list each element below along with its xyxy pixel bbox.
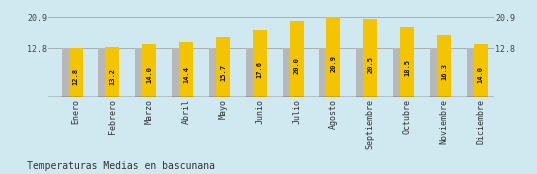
Bar <box>172 48 186 97</box>
Text: 17.6: 17.6 <box>257 61 263 78</box>
Bar <box>467 48 481 97</box>
Text: 20.9: 20.9 <box>330 55 337 72</box>
Bar <box>69 48 83 97</box>
Text: 14.4: 14.4 <box>183 66 189 83</box>
Text: 20.5: 20.5 <box>367 56 373 73</box>
Bar <box>179 42 193 97</box>
Bar <box>216 37 230 97</box>
Bar <box>289 21 303 97</box>
Bar <box>282 48 296 97</box>
Bar <box>400 27 414 97</box>
Text: 12.8: 12.8 <box>72 68 78 85</box>
Text: 14.0: 14.0 <box>146 66 153 83</box>
Text: 18.5: 18.5 <box>404 59 410 76</box>
Text: 14.0: 14.0 <box>478 66 484 83</box>
Bar <box>430 48 444 97</box>
Bar <box>474 44 488 97</box>
Bar <box>62 48 76 97</box>
Text: 20.0: 20.0 <box>294 57 300 74</box>
Bar <box>363 19 378 97</box>
Bar <box>209 48 223 97</box>
Bar <box>253 30 267 97</box>
Bar <box>246 48 260 97</box>
Bar <box>437 35 451 97</box>
Bar <box>105 47 119 97</box>
Bar <box>98 48 112 97</box>
Bar <box>393 48 407 97</box>
Text: 13.2: 13.2 <box>110 68 115 85</box>
Bar <box>356 48 371 97</box>
Bar <box>142 44 156 97</box>
Text: 15.7: 15.7 <box>220 64 226 81</box>
Bar <box>320 48 333 97</box>
Bar <box>135 48 149 97</box>
Text: 16.3: 16.3 <box>441 63 447 80</box>
Text: Temperaturas Medias en bascunana: Temperaturas Medias en bascunana <box>27 161 215 171</box>
Bar <box>326 17 340 97</box>
